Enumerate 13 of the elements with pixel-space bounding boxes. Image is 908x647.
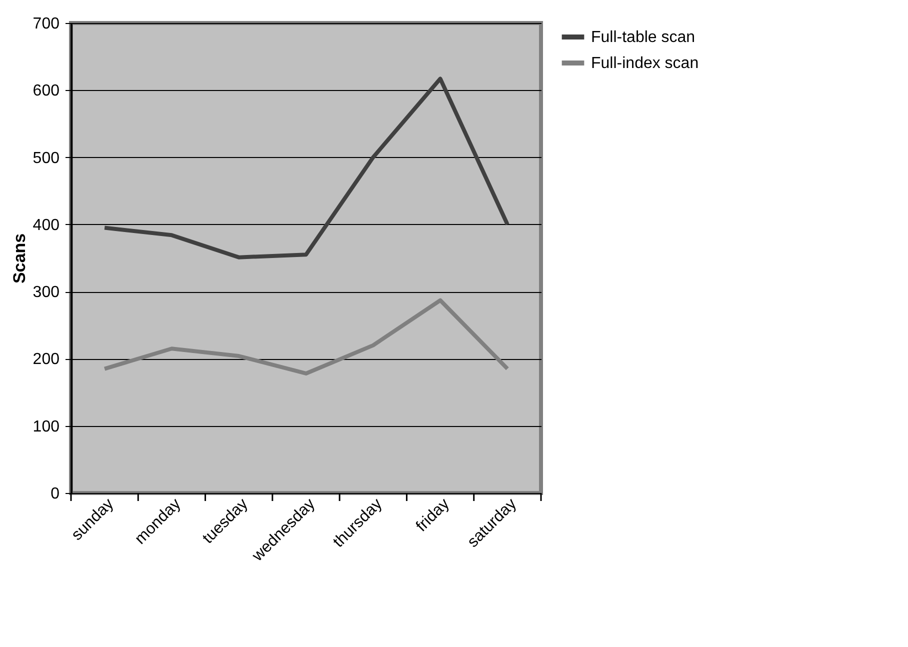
legend-label: Full-table scan <box>591 29 696 46</box>
y-tick-label: 400 <box>32 216 60 234</box>
y-tick-label: 300 <box>32 284 60 302</box>
line-series <box>102 298 510 376</box>
y-axis-title: Scans <box>10 233 29 284</box>
legend-label: Full-index scan <box>591 55 699 72</box>
y-tick-label: 100 <box>32 418 60 436</box>
y-tick-label: 200 <box>32 351 60 368</box>
y-tick-label: 500 <box>32 150 60 167</box>
y-tick-label: 0 <box>50 486 60 502</box>
y-tick-label: 700 <box>32 16 60 32</box>
y-tick-label: 600 <box>32 82 60 100</box>
line-series <box>102 76 510 260</box>
